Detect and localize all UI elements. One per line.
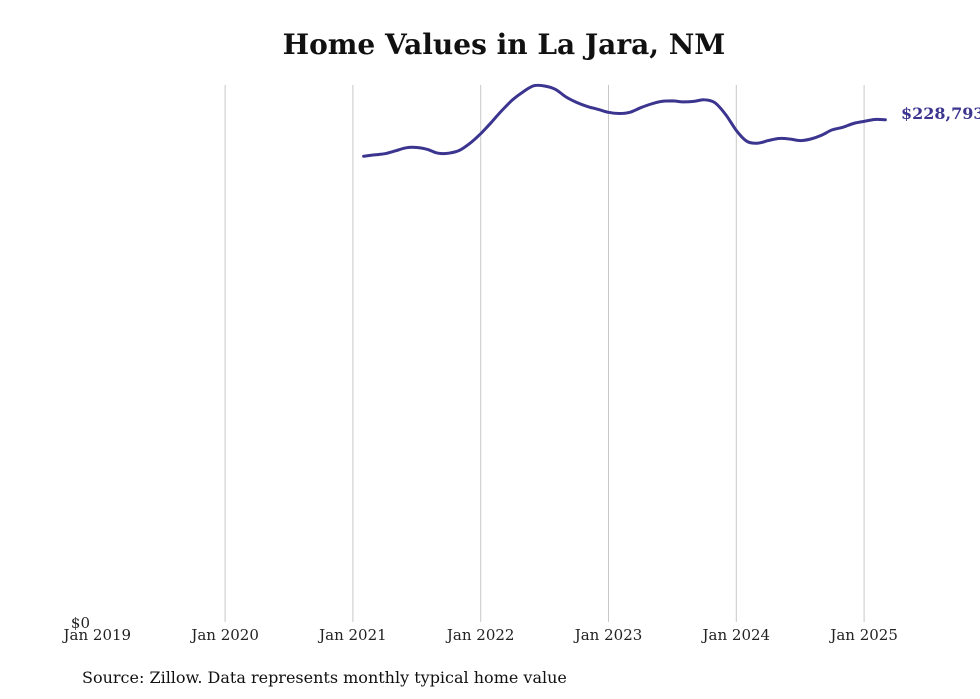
x-tick-label: Jan 2020 — [189, 626, 259, 644]
gridlines — [224, 85, 865, 622]
source-note: Source: Zillow. Data represents monthly … — [82, 668, 567, 687]
x-tick-label: Jan 2019 — [62, 626, 132, 644]
x-tick-label: Jan 2023 — [573, 626, 643, 644]
series-layer: $228,793 — [362, 83, 980, 158]
x-tick-label: Jan 2021 — [317, 626, 387, 644]
series-line — [362, 83, 887, 158]
x-tick-label: Jan 2024 — [701, 626, 771, 644]
y-tick-label: $0 — [71, 614, 90, 632]
x-tick-label: Jan 2025 — [828, 626, 898, 644]
chart-title: Home Values in La Jara, NM — [282, 28, 726, 61]
x-tick-label: Jan 2022 — [445, 626, 515, 644]
end-value-label: $228,793 — [901, 104, 980, 123]
tick-labels: Jan 2019 Jan 2020 Jan 2021 Jan 2022 Jan 2023… — [62, 614, 898, 644]
